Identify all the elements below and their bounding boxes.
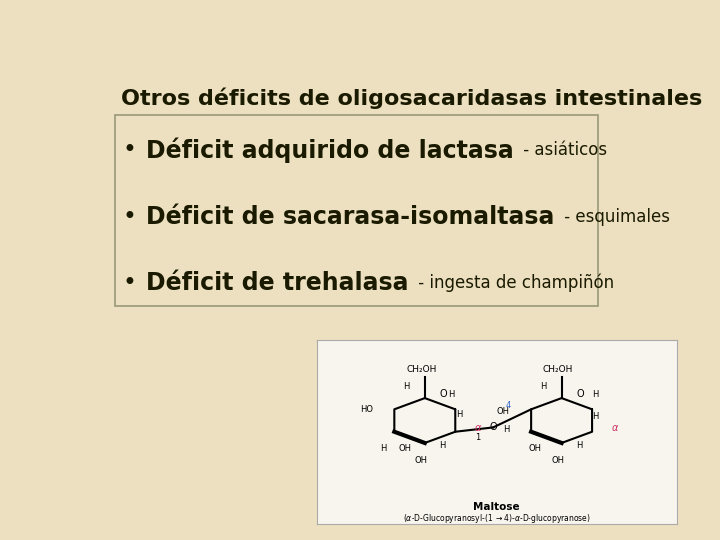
Text: H: H: [380, 444, 387, 454]
Text: H: H: [503, 425, 510, 434]
Text: H: H: [456, 410, 462, 419]
Text: O: O: [490, 422, 497, 433]
Text: O: O: [577, 389, 584, 399]
Text: H: H: [449, 390, 455, 399]
Text: OH: OH: [415, 456, 428, 464]
Text: •: •: [122, 205, 136, 228]
Text: Otros déficits de oligosacaridasas intestinales: Otros déficits de oligosacaridasas intes…: [121, 87, 702, 109]
Text: H: H: [576, 441, 582, 450]
Text: α: α: [612, 423, 618, 433]
Text: OH: OH: [399, 444, 412, 454]
Text: •: •: [122, 138, 136, 162]
Text: - ingesta de champiñón: - ingesta de champiñón: [413, 274, 614, 292]
Text: H: H: [593, 390, 599, 399]
Text: O: O: [440, 389, 447, 399]
Text: H: H: [593, 413, 599, 421]
Text: OH: OH: [552, 456, 564, 464]
Text: CH₂OH: CH₂OH: [406, 365, 436, 374]
Text: Déficit adquirido de lactasa: Déficit adquirido de lactasa: [145, 137, 513, 163]
Text: •: •: [122, 271, 136, 295]
Text: OH: OH: [528, 444, 541, 454]
Text: CH₂OH: CH₂OH: [543, 365, 573, 374]
Text: 4: 4: [506, 401, 511, 410]
Text: HO: HO: [360, 405, 373, 414]
Text: H: H: [404, 382, 410, 391]
Text: H: H: [541, 382, 546, 391]
Text: Déficit de sacarasa-isomaltasa: Déficit de sacarasa-isomaltasa: [145, 205, 554, 228]
Text: - esquimales: - esquimales: [559, 207, 670, 226]
Text: ($\alpha$-D-Glucopyranosyl-(1 $\rightarrow$4)-$\alpha$-D-glucopyranose): ($\alpha$-D-Glucopyranosyl-(1 $\rightarr…: [402, 512, 591, 525]
FancyBboxPatch shape: [115, 114, 598, 306]
Text: - asiáticos: - asiáticos: [518, 141, 607, 159]
Text: H: H: [439, 441, 446, 450]
Text: 1: 1: [475, 433, 480, 442]
Text: OH: OH: [497, 407, 510, 416]
Text: α: α: [475, 423, 482, 433]
Text: Déficit de trehalasa: Déficit de trehalasa: [145, 271, 408, 295]
Text: Maltose: Maltose: [474, 502, 520, 511]
